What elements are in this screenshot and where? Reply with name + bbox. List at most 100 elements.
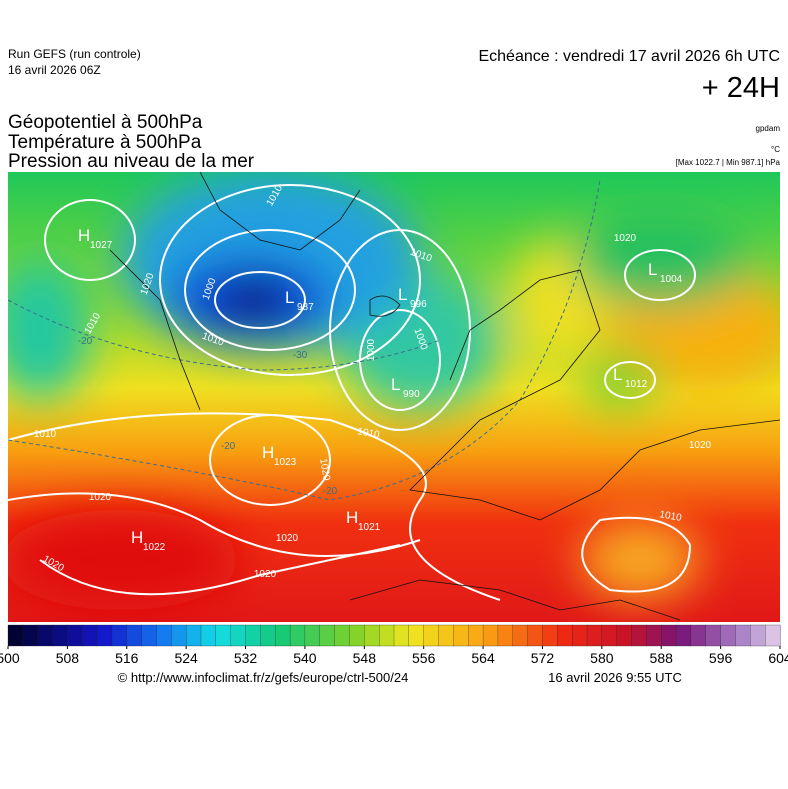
- colorbar-tick-label: 604: [768, 650, 788, 666]
- center-value: 1022: [143, 542, 166, 553]
- colorbar-step: [616, 624, 633, 647]
- run-date: 16 avril 2026 06Z: [8, 63, 101, 77]
- center-type: L: [613, 365, 622, 384]
- temperature-label: -30: [293, 350, 308, 361]
- colorbar-step: [675, 624, 692, 647]
- colorbar-step: [349, 624, 365, 647]
- colorbar-step: [200, 624, 217, 647]
- valid-time: Echéance : vendredi 17 avril 2026 6h UTC: [478, 48, 780, 65]
- temperature-label: -20: [221, 441, 236, 452]
- source: © http://www.infoclimat.fr/z/gefs/europe…: [118, 670, 409, 685]
- colorbar-tick-label: 508: [56, 650, 80, 666]
- colorbar-step: [453, 624, 469, 647]
- colorbar-step: [661, 624, 677, 647]
- center-type: H: [346, 508, 358, 527]
- colorbar-step: [230, 624, 247, 647]
- colorbar-step: [601, 624, 618, 647]
- colorbar-tick-label: 580: [590, 650, 614, 666]
- colorbar-step: [765, 624, 781, 647]
- isobar-label: 1000: [366, 338, 377, 361]
- center-type: H: [131, 528, 143, 547]
- coastlines: [109, 172, 780, 621]
- colorbar-step: [260, 624, 276, 647]
- colorbar-step: [82, 624, 98, 647]
- isobar-label: 1020: [276, 533, 299, 544]
- colorbar-step: [96, 624, 113, 647]
- center-type: L: [398, 285, 407, 304]
- colorbar-step: [542, 624, 558, 647]
- colorbar-tick-label: 500: [0, 650, 20, 666]
- center-value: 996: [410, 299, 427, 310]
- colorbar-step: [735, 624, 751, 647]
- title: Géopotentiel à 500hPa: [8, 112, 203, 133]
- colorbar-step: [527, 624, 544, 647]
- isobar-label: 1010: [659, 509, 683, 524]
- colorbar-step: [750, 624, 766, 647]
- colorbar-tick-label: 532: [234, 650, 258, 666]
- colorbar-tick-label: 540: [293, 650, 317, 666]
- center-type: L: [285, 288, 294, 307]
- colorbar-step: [468, 624, 484, 647]
- colorbar-step: [705, 624, 722, 647]
- colorbar-step: [215, 624, 232, 647]
- run: Run GEFS (run controle): [8, 47, 141, 61]
- colorbar-step: [646, 624, 662, 647]
- colorbar-step: [275, 624, 291, 647]
- center-value: 1027: [90, 240, 113, 251]
- colorbar-step: [304, 624, 321, 647]
- colorbar-tick-label: 548: [353, 650, 377, 666]
- colorbar-step: [379, 624, 395, 647]
- isobar-label: 1020: [689, 440, 712, 451]
- center-value: 1012: [625, 379, 648, 390]
- colorbar-step: [497, 624, 514, 647]
- colorbar-step: [364, 624, 380, 647]
- colorbar-step: [7, 624, 24, 647]
- temperature-label: -20: [323, 486, 338, 497]
- unit: gpdam: [756, 124, 781, 133]
- colorbar-step: [186, 624, 202, 647]
- isotherms: [8, 179, 601, 501]
- colorbar-step: [512, 624, 529, 647]
- generated: 16 avril 2026 9:55 UTC: [548, 670, 682, 685]
- isobars: [8, 184, 696, 601]
- center-type: L: [391, 375, 400, 394]
- colorbar-step: [423, 624, 440, 647]
- colorbar-step: [141, 624, 158, 647]
- title: Pression au niveau de la mer: [8, 151, 255, 172]
- center-value: 1023: [274, 457, 297, 468]
- colorbar: 500 508 516 524 532 540 548 556 564 572 580 588 596 6…: [0, 624, 788, 666]
- colorbar-step: [319, 624, 336, 647]
- lead-time: + 24H: [702, 72, 780, 104]
- title: Température à 500hPa: [8, 132, 202, 153]
- colorbar-step: [334, 624, 351, 647]
- colorbar-step: [111, 624, 128, 647]
- colorbar-step: [438, 624, 455, 647]
- colorbar-step: [156, 624, 172, 647]
- isobar-label: 1020: [254, 569, 277, 580]
- colorbar-step: [245, 624, 262, 647]
- colorbar-step: [586, 624, 603, 647]
- colorbar-step: [720, 624, 737, 647]
- center-value: 990: [403, 389, 420, 400]
- colorbar-step: [289, 624, 306, 647]
- colorbar-step: [37, 624, 54, 647]
- map: H1027L987L996L990L1004L1012H1023H1021H10…: [8, 172, 780, 622]
- colorbar-step: [67, 624, 83, 647]
- unit: [Max 1022.7 | Min 987.1] hPa: [676, 158, 781, 167]
- colorbar-step: [557, 624, 573, 647]
- colorbar-tick-label: 564: [471, 650, 495, 666]
- center-value: 1004: [660, 274, 683, 285]
- colorbar-tick-label: 572: [531, 650, 555, 666]
- isobar-label: 1020: [317, 458, 332, 482]
- colorbar-tick-label: 596: [709, 650, 733, 666]
- colorbar-tick-label: 516: [115, 650, 139, 666]
- isobar-label: 1020: [89, 492, 112, 503]
- colorbar-tick-label: 588: [650, 650, 674, 666]
- colorbar-step: [690, 624, 707, 647]
- colorbar-step: [126, 624, 143, 647]
- center-type: L: [648, 260, 657, 279]
- temperature-label: -20: [78, 336, 93, 347]
- unit: °C: [771, 145, 780, 154]
- center-type: H: [262, 443, 274, 462]
